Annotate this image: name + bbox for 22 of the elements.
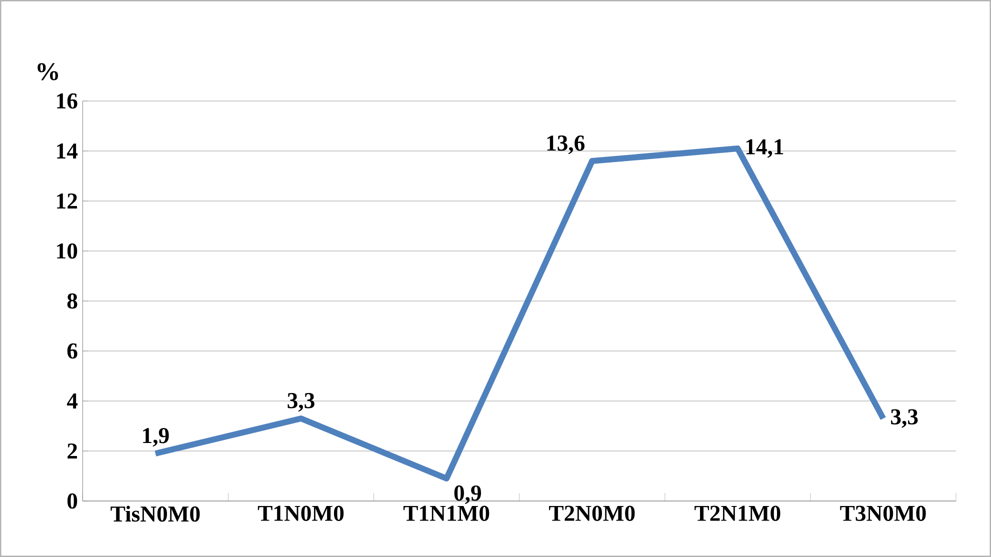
y-tick-label: 0 [67,493,78,509]
x-tick-label: T2N1M0 [694,506,780,522]
y-tick-label: 4 [66,394,78,408]
data-label: 14,1 [746,139,784,158]
data-label: 1,9 [143,428,169,447]
data-label: 3,3 [288,393,314,412]
x-tick-label: T1N0M0 [258,506,344,522]
y-tick-label: 8 [67,293,78,309]
y-tick-label: 14 [57,144,78,158]
x-tick-label: T3N0M0 [840,506,926,522]
x-tick-label: T2N0M0 [549,506,635,522]
y-tick-label: 10 [57,243,78,259]
y-tick-label: 12 [57,193,77,208]
x-tick-label: T1N1M0 [403,506,490,522]
y-axis-title: % [38,63,58,80]
x-tick-label: TisN0M0 [110,506,200,522]
data-label: 0,9 [454,485,482,504]
data-label: 13,6 [547,136,585,154]
y-tick-label: 2 [68,443,77,459]
y-tick-label: 16 [57,93,78,109]
data-label: 3,3 [891,409,918,428]
y-tick-label: 6 [67,343,78,359]
